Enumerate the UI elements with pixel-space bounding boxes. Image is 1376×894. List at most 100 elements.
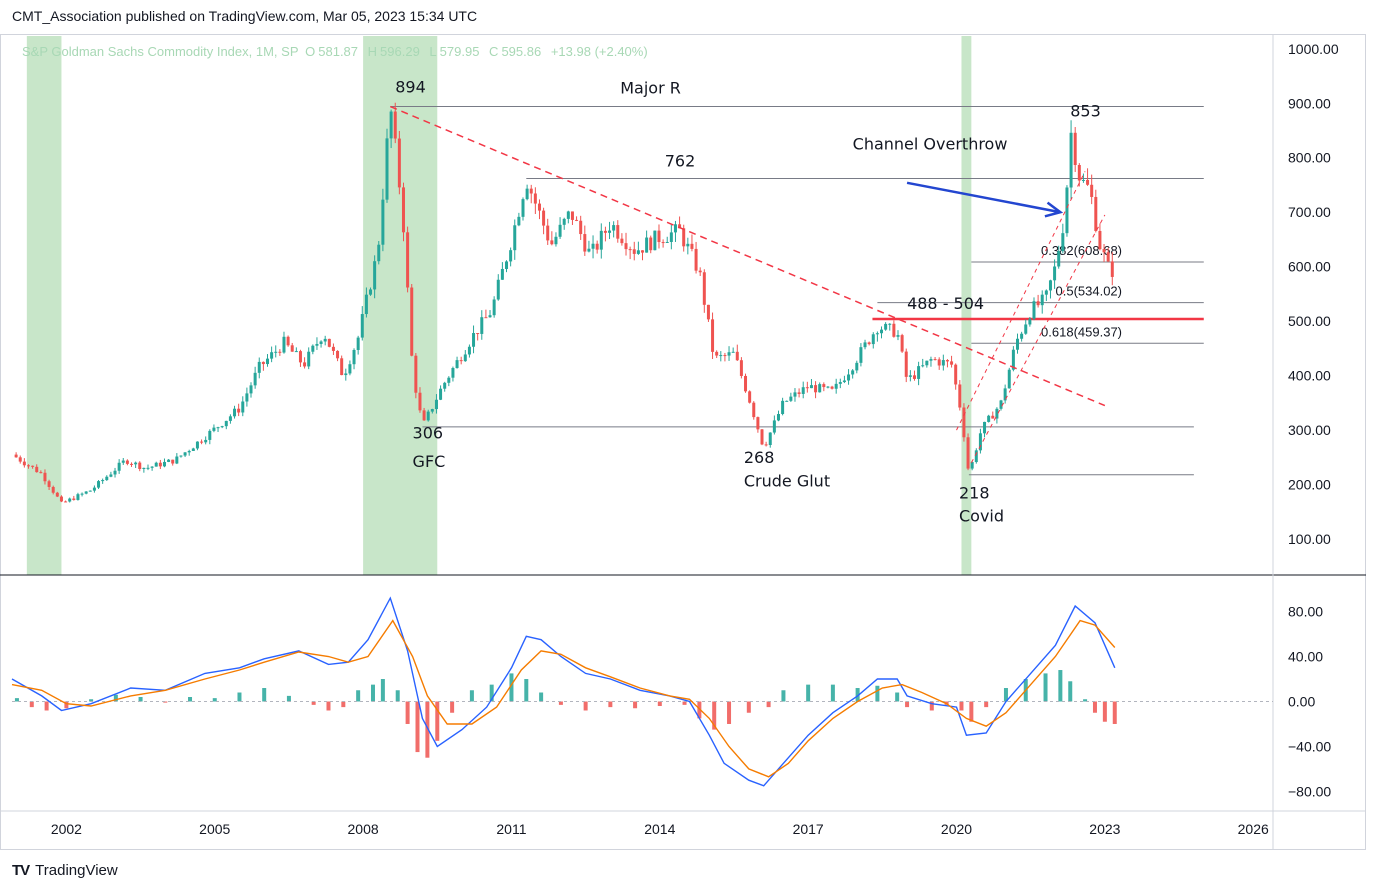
candle-body	[537, 203, 541, 211]
candle-body	[690, 243, 694, 249]
price-tick-label: 400.00	[1288, 368, 1331, 384]
macd-histogram-bar	[370, 684, 375, 702]
candle-body	[389, 111, 393, 139]
channel-line	[970, 214, 1106, 464]
trendline	[390, 105, 1106, 407]
candle-body	[31, 465, 35, 467]
candle-body	[294, 351, 298, 353]
candle-body	[554, 236, 558, 245]
candle-body	[871, 334, 875, 345]
candle-body	[665, 241, 669, 243]
candle-body	[1094, 196, 1098, 231]
macd-histogram-bar	[929, 701, 934, 711]
macd-line	[11, 596, 1116, 787]
candle-body	[233, 408, 237, 417]
macd-tick-label: 0.00	[1288, 694, 1315, 710]
candle-body	[200, 441, 204, 443]
candle-body	[521, 199, 525, 217]
candle-body	[575, 219, 579, 221]
candle-body	[603, 230, 607, 233]
candle-body	[888, 323, 892, 325]
candle-body	[443, 382, 447, 389]
candle-body	[579, 220, 583, 235]
candle-body	[142, 467, 146, 469]
candle-body	[228, 416, 232, 421]
candle-body	[307, 351, 311, 367]
candle-body	[447, 377, 451, 383]
candle-body	[492, 299, 496, 316]
candle-body	[204, 439, 208, 443]
candle-body	[797, 392, 801, 394]
macd-histogram-bar	[781, 690, 786, 702]
candle-body	[509, 250, 513, 262]
macd-histogram-bar	[489, 684, 494, 702]
candle-body	[158, 462, 162, 467]
macd-histogram-bar	[746, 701, 751, 713]
candle-body	[459, 360, 463, 362]
candle-body	[801, 387, 805, 394]
candle-body	[764, 444, 768, 446]
time-tick-label: 2002	[51, 821, 82, 837]
legend-symbol[interactable]: S&P Goldman Sachs Commodity Index, 1M, S…	[22, 44, 299, 59]
footer-brand[interactable]: TradingView	[35, 862, 118, 879]
candle-body	[719, 355, 723, 357]
macd-histogram-bar	[212, 698, 217, 702]
candle-body	[608, 230, 612, 233]
candle-body	[282, 336, 286, 353]
annotation-label: Major R	[620, 78, 681, 97]
candle-body	[1032, 301, 1036, 319]
macd-tick-label: 40.00	[1288, 649, 1323, 665]
candle-body	[620, 238, 624, 244]
candle-body	[752, 402, 756, 418]
annotation-label: 268	[744, 448, 775, 467]
candle-body	[851, 370, 855, 375]
candle-body	[1028, 318, 1032, 325]
candle-body	[18, 457, 22, 462]
macd-histogram-bar	[469, 690, 474, 702]
macd-histogram-bar	[262, 688, 267, 702]
candle-body	[426, 411, 430, 421]
candle-body	[546, 225, 550, 241]
macd-histogram-bar	[29, 701, 34, 708]
candle-body	[480, 317, 484, 334]
candle-body	[760, 429, 764, 445]
macd-histogram-bar	[1092, 701, 1097, 713]
time-tick-label: 2011	[496, 821, 526, 837]
candle-body	[22, 461, 26, 466]
candle-body	[327, 338, 331, 347]
candle-body	[109, 474, 113, 477]
candle-body	[776, 414, 780, 421]
candle-body	[216, 427, 220, 429]
candle-body	[303, 362, 307, 367]
macd-histogram-bar	[969, 701, 974, 722]
annotation-label: Channel Overthrow	[853, 135, 1008, 154]
candle-body	[781, 400, 785, 415]
candle-body	[999, 400, 1003, 409]
candle-body	[880, 329, 884, 334]
macd-histogram-bar	[113, 694, 118, 702]
chart-frame	[0, 34, 1366, 850]
candle-body	[500, 268, 504, 280]
candle-body	[373, 261, 377, 290]
candle-body	[191, 448, 195, 451]
candle-body	[925, 360, 929, 366]
fib-level-label: 0.5(534.02)	[1056, 284, 1123, 299]
candle-body	[257, 361, 261, 373]
candle-body	[950, 361, 954, 365]
candle-body	[653, 230, 657, 251]
candle-body	[1020, 333, 1024, 339]
candle-body	[125, 460, 129, 464]
candle-body	[863, 342, 867, 348]
tradingview-logo-icon[interactable]: TV	[12, 862, 30, 879]
candle-body	[472, 333, 476, 347]
price-tick-label: 900.00	[1288, 95, 1331, 111]
candle-body	[731, 351, 735, 353]
annotation-label: 762	[665, 151, 696, 170]
candle-body	[261, 361, 265, 365]
candle-body	[245, 393, 249, 402]
overthrow-arrow	[906, 181, 1061, 214]
candle-body	[1061, 233, 1065, 252]
candle-body	[467, 346, 471, 355]
macd-histogram-bar	[1112, 701, 1117, 724]
